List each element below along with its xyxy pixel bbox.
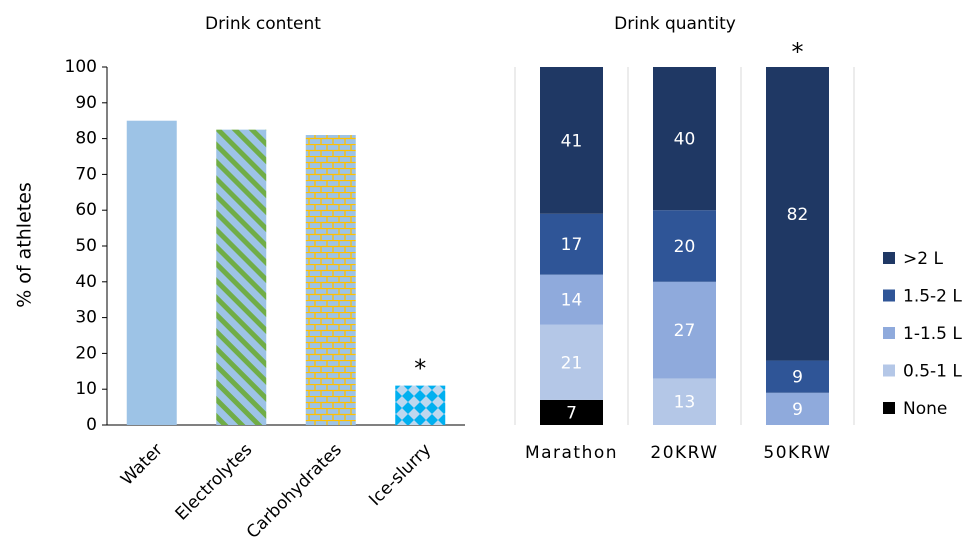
y-tick-label: 20 — [75, 343, 97, 363]
y-tick-label: 80 — [75, 129, 97, 149]
data-label: 41 — [561, 131, 583, 151]
legend-swatch — [883, 402, 895, 414]
x-tick-label: Ice-slurry — [365, 440, 435, 510]
legend-label: >2 L — [903, 249, 943, 269]
bar-segment — [540, 67, 603, 214]
legend-label: 0.5-1 L — [903, 362, 962, 382]
y-tick-label: 70 — [75, 164, 97, 184]
data-label: 20 — [674, 237, 696, 257]
bar-segment — [653, 378, 716, 425]
legend-swatch — [883, 327, 895, 339]
bar-segment — [766, 67, 829, 361]
bar-segment — [766, 392, 829, 425]
data-label: 7 — [566, 403, 577, 423]
x-tick-label: 20KRW — [650, 443, 718, 463]
bar-segment — [540, 399, 603, 425]
x-tick-label: Carbohydrates — [243, 440, 346, 543]
bar-segment — [653, 67, 716, 211]
legend-label: 1.5-2 L — [903, 287, 962, 307]
x-tick-label: Electrolytes — [172, 440, 257, 525]
y-tick-label: 50 — [75, 236, 97, 256]
y-tick-label: 30 — [75, 308, 97, 328]
legend-label: 1-1.5 L — [903, 324, 962, 344]
y-tick-label: 60 — [75, 200, 97, 220]
annotation: * — [792, 38, 804, 66]
data-label: 9 — [792, 368, 803, 388]
bar — [305, 135, 356, 425]
x-tick-label: Water — [117, 440, 167, 490]
y-tick-label: 40 — [75, 272, 97, 292]
data-label: 17 — [561, 235, 583, 255]
bar-segment — [540, 213, 603, 275]
y-tick-label: 10 — [75, 379, 97, 399]
chart-title: Drink content — [205, 14, 321, 34]
bar — [395, 385, 446, 425]
x-tick-label: 50KRW — [763, 443, 831, 463]
y-axis-label: % of athletes — [14, 182, 36, 308]
data-label: 82 — [787, 205, 809, 225]
annotation: * — [414, 355, 426, 383]
y-tick-label: 0 — [86, 415, 97, 435]
data-label: 9 — [792, 400, 803, 420]
legend-swatch — [883, 364, 895, 377]
legend-swatch — [883, 252, 895, 264]
legend-swatch — [883, 289, 895, 302]
data-label: 21 — [561, 353, 583, 373]
y-tick-label: 90 — [75, 93, 97, 113]
data-label: 40 — [674, 130, 696, 150]
chart-title: Drink quantity — [614, 14, 736, 34]
data-label: 14 — [561, 291, 583, 311]
bar — [126, 120, 177, 425]
data-label: 27 — [674, 321, 696, 341]
bar-segment — [653, 281, 716, 379]
bar — [216, 129, 267, 425]
y-tick-label: 100 — [65, 57, 97, 77]
bar-segment — [653, 210, 716, 282]
bar-segment — [540, 274, 603, 325]
data-label: 13 — [674, 393, 696, 413]
bar-segment — [540, 324, 603, 400]
bar-segment — [766, 360, 829, 393]
x-tick-label: Marathon — [525, 443, 618, 463]
legend-label: None — [903, 399, 947, 419]
